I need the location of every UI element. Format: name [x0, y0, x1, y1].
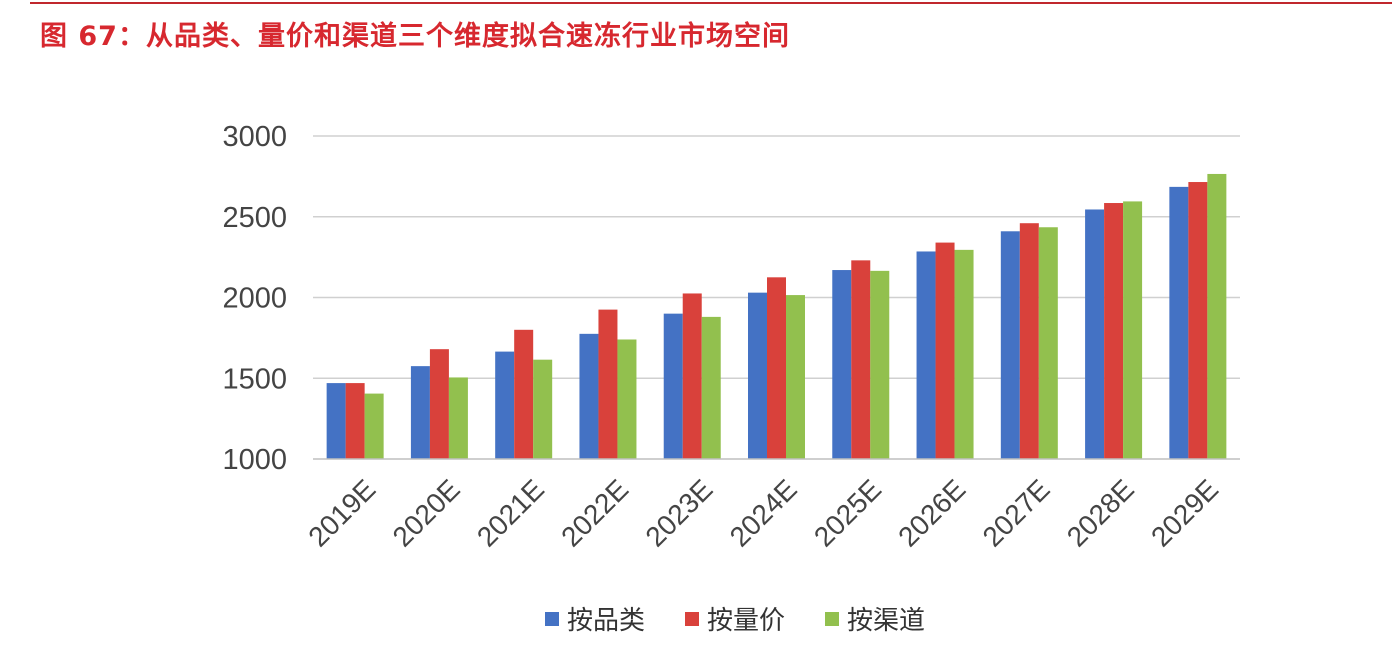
bar-2026E-2 [954, 249, 974, 459]
legend-swatch-2 [825, 612, 839, 626]
bar-2025E-1 [851, 260, 871, 459]
bar-2023E-0 [663, 313, 683, 459]
bar-2021E-2 [533, 359, 553, 459]
bar-2026E-1 [935, 242, 955, 459]
bars [326, 173, 1227, 459]
bar-2019E-0 [326, 383, 346, 459]
legend-swatch-1 [685, 612, 699, 626]
bar-2027E-2 [1038, 227, 1058, 459]
figure-title: 图 67：从品类、量价和渠道三个维度拟合速冻行业市场空间 [40, 21, 790, 52]
legend-label-0: 按品类 [567, 606, 645, 636]
bar-2029E-0 [1169, 186, 1189, 459]
y-tick-label-1500: 1500 [222, 363, 287, 395]
bar-2021E-0 [495, 351, 515, 459]
x-tick-label-2019E: 2019E [302, 473, 381, 552]
bar-2029E-1 [1188, 182, 1208, 459]
x-tick-label-2023E: 2023E [639, 473, 718, 552]
x-tick-label-2029E: 2029E [1145, 473, 1224, 552]
legend-label-2: 按渠道 [847, 606, 925, 636]
y-axis-ticks: 1000 1500 2000 2500 3000 [222, 121, 287, 476]
bar-2028E-2 [1123, 201, 1143, 459]
y-tick-label-3000: 3000 [222, 121, 287, 153]
bar-2020E-0 [410, 366, 430, 459]
x-tick-label-2022E: 2022E [555, 473, 634, 552]
legend: 按品类 按量价 按渠道 [545, 606, 925, 636]
bar-2022E-0 [579, 333, 599, 459]
x-tick-label-2021E: 2021E [471, 473, 550, 552]
bar-2019E-2 [364, 393, 384, 459]
bar-2024E-0 [748, 292, 767, 459]
x-tick-label-2027E: 2027E [977, 473, 1056, 552]
x-tick-label-2024E: 2024E [724, 473, 803, 552]
bar-2022E-1 [598, 309, 618, 459]
bar-2028E-1 [1104, 203, 1124, 459]
bar-2022E-2 [617, 339, 637, 459]
x-tick-label-2026E: 2026E [892, 473, 971, 552]
bar-2025E-0 [832, 270, 852, 459]
bar-2026E-0 [916, 251, 936, 459]
bar-2028E-0 [1085, 209, 1105, 459]
bar-2020E-2 [448, 377, 468, 459]
bar-2020E-1 [429, 349, 449, 459]
legend-label-1: 按量价 [707, 606, 785, 636]
x-tick-label-2020E: 2020E [387, 473, 466, 552]
top-rule [30, 2, 1392, 4]
x-tick-label-2025E: 2025E [808, 473, 887, 552]
bar-2021E-1 [514, 329, 534, 459]
bar-2029E-2 [1207, 173, 1227, 459]
bar-2023E-2 [701, 316, 721, 459]
y-tick-label-2500: 2500 [222, 202, 287, 234]
bar-2024E-1 [767, 277, 786, 459]
legend-swatch-0 [545, 612, 559, 626]
bar-2027E-0 [1000, 231, 1020, 459]
x-axis-ticks: 2019E 2020E 2021E 2022E 2023E 2024E 2025E 2026E… [302, 473, 1224, 552]
bar-2023E-1 [682, 293, 702, 459]
x-tick-label-2028E: 2028E [1061, 473, 1140, 552]
y-tick-label-2000: 2000 [222, 283, 287, 315]
bar-2027E-1 [1019, 223, 1039, 459]
bar-2019E-1 [345, 383, 365, 459]
bar-2024E-2 [786, 295, 805, 459]
y-tick-label-1000: 1000 [222, 444, 287, 476]
bar-2025E-2 [870, 270, 890, 459]
